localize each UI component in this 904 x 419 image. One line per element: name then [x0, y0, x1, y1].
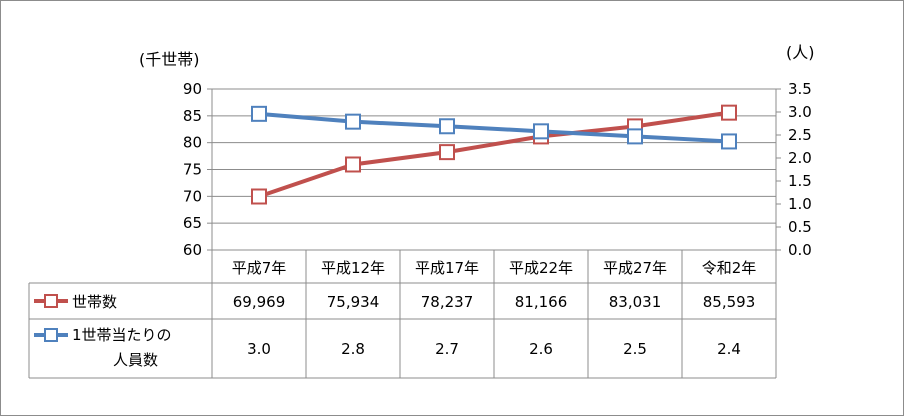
series-line-1 — [258, 110, 730, 199]
left-tick-label: 70 — [183, 187, 202, 205]
category-label: 平成17年 — [415, 259, 479, 277]
table-value: 3.0 — [247, 340, 271, 358]
data-point — [439, 144, 455, 161]
legend-marker-1 — [44, 294, 58, 308]
data-point — [439, 118, 455, 135]
data-point — [345, 113, 361, 130]
data-point — [533, 123, 549, 140]
table-value: 83,031 — [609, 293, 662, 311]
left-tick-label: 75 — [183, 161, 202, 179]
category-label: 平成7年 — [232, 259, 287, 277]
category-label: 平成22年 — [509, 259, 573, 277]
data-point — [721, 133, 737, 150]
table-value: 2.7 — [435, 340, 459, 358]
right-tick-label: 0.0 — [788, 241, 812, 259]
data-point — [251, 105, 267, 122]
left-tick-label: 65 — [183, 214, 202, 232]
legend-label: 人員数 — [113, 351, 158, 369]
table-value: 78,237 — [421, 293, 474, 311]
right-tick-label: 2.5 — [788, 126, 812, 144]
legend-marker-2 — [44, 328, 58, 342]
series-line-2 — [258, 111, 730, 144]
table-value: 2.5 — [623, 340, 647, 358]
legend-label: 1世帯当たりの — [72, 326, 172, 344]
left-tick-label: 60 — [183, 241, 202, 259]
left-tick-label: 80 — [183, 134, 202, 152]
category-label: 平成27年 — [603, 259, 667, 277]
table-value: 2.6 — [529, 340, 553, 358]
data-point — [345, 156, 361, 173]
data-point — [627, 128, 643, 145]
table-value: 69,969 — [233, 293, 286, 311]
right-tick-label: 1.5 — [788, 172, 812, 190]
right-tick-label: 3.0 — [788, 103, 812, 121]
data-point — [251, 188, 267, 205]
table-value: 2.4 — [717, 340, 741, 358]
category-label: 令和2年 — [702, 259, 757, 277]
left-axis-unit: (千世帯) — [139, 50, 200, 69]
data-point — [721, 104, 737, 121]
right-tick-label: 2.0 — [788, 149, 812, 167]
table-value: 81,166 — [515, 293, 568, 311]
table-value: 75,934 — [327, 293, 380, 311]
category-label: 平成12年 — [321, 259, 385, 277]
left-tick-label: 85 — [183, 107, 202, 125]
table-value: 2.8 — [341, 340, 365, 358]
legend-label: 世帯数 — [72, 293, 117, 311]
right-tick-label: 3.5 — [788, 80, 812, 98]
right-tick-label: 0.5 — [788, 218, 812, 236]
right-tick-label: 1.0 — [788, 195, 812, 213]
table-value: 85,593 — [703, 293, 756, 311]
right-axis-unit: (人) — [786, 43, 815, 62]
left-tick-label: 90 — [183, 80, 202, 98]
